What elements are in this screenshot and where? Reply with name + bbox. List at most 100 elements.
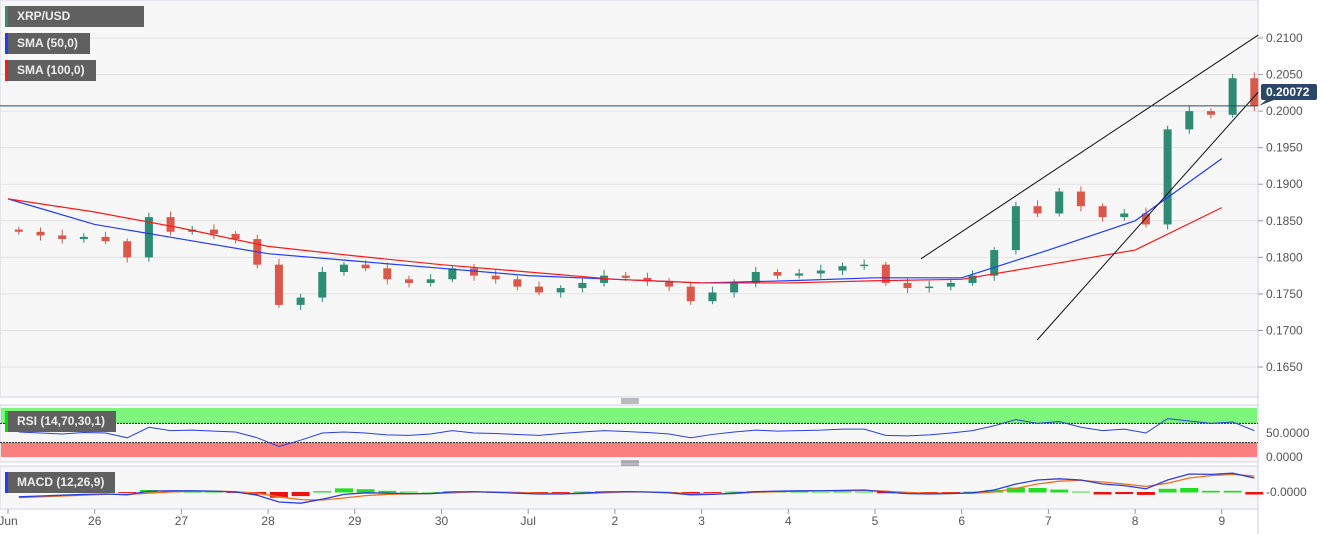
candle bbox=[470, 263, 479, 281]
candle-body bbox=[686, 286, 695, 302]
last-price-pointer bbox=[1259, 100, 1274, 106]
y-tick-label: 0.2050 bbox=[1266, 68, 1303, 82]
last-price-badge bbox=[1261, 84, 1317, 100]
macd-histogram-bar bbox=[833, 491, 852, 493]
sma50-label-text: SMA (50,0) bbox=[17, 36, 78, 50]
macd-histogram-bar bbox=[399, 491, 418, 493]
x-tick-label: 27 bbox=[175, 514, 189, 528]
y-tick-label: 0.1800 bbox=[1266, 250, 1303, 264]
rsi-tick-label: 50.0000 bbox=[1266, 426, 1310, 440]
macd-histogram-bar bbox=[118, 492, 137, 493]
candle-body bbox=[123, 241, 132, 258]
candle bbox=[686, 282, 695, 305]
candle-body bbox=[838, 266, 847, 271]
y-tick-label: 0.1750 bbox=[1266, 287, 1303, 301]
x-tick-label: 29 bbox=[348, 514, 362, 528]
candle-body bbox=[1033, 206, 1042, 214]
candle-body bbox=[58, 235, 67, 240]
price-pane bbox=[0, 0, 1259, 398]
candle-body bbox=[643, 277, 652, 281]
macd-histogram-bar bbox=[855, 491, 874, 493]
macd-histogram-bar bbox=[985, 490, 1004, 493]
sma50-label[interactable]: SMA (50,0) bbox=[5, 33, 90, 54]
candle bbox=[101, 231, 110, 245]
candle-body bbox=[361, 264, 370, 269]
candle-body bbox=[535, 286, 544, 293]
macd-histogram-bar bbox=[1006, 487, 1025, 493]
x-tick-label: 5 bbox=[872, 514, 879, 528]
candle bbox=[903, 278, 912, 294]
candle bbox=[36, 227, 45, 241]
candle-body bbox=[101, 236, 110, 242]
candle bbox=[1250, 72, 1259, 111]
candle-body bbox=[296, 297, 305, 305]
y-tick-label: 0.1900 bbox=[1266, 177, 1303, 191]
macd-histogram-bar bbox=[1245, 492, 1264, 495]
candle-body bbox=[1076, 191, 1085, 207]
sma100-line bbox=[7, 198, 1223, 284]
candle bbox=[925, 280, 934, 293]
rsi-line bbox=[18, 418, 1255, 447]
macd-histogram-bar bbox=[269, 492, 288, 498]
sma100-label[interactable]: SMA (100,0) bbox=[5, 60, 96, 81]
candle-body bbox=[1163, 129, 1172, 225]
pair-label[interactable]: XRP/USD (BITFINEX) bbox=[5, 6, 144, 44]
macd-histogram-bar bbox=[1180, 488, 1199, 493]
x-tick-label: 2 bbox=[612, 514, 619, 528]
macd-histogram-bar bbox=[1201, 490, 1220, 493]
y-tick-label: 0.1950 bbox=[1266, 141, 1303, 155]
candle bbox=[1228, 73, 1237, 118]
candle-body bbox=[925, 286, 934, 289]
candle-body bbox=[1228, 78, 1237, 115]
x-tick-label: 3 bbox=[698, 514, 705, 528]
macd-histogram-bar bbox=[551, 492, 570, 493]
y-tick-label: 0.1700 bbox=[1266, 323, 1303, 337]
candle-body bbox=[795, 273, 804, 276]
candle bbox=[795, 269, 804, 279]
x-tick-label: 7 bbox=[1045, 514, 1052, 528]
macd-histogram-bar bbox=[1071, 491, 1090, 493]
candle-body bbox=[209, 229, 218, 234]
candle bbox=[968, 270, 977, 286]
macd-histogram-bar bbox=[291, 492, 310, 497]
candle-body bbox=[816, 270, 825, 274]
x-tick-label: 9 bbox=[1218, 514, 1225, 528]
x-tick-label: 28 bbox=[261, 514, 275, 528]
candle bbox=[58, 229, 67, 244]
candle-body bbox=[470, 268, 479, 276]
candle bbox=[665, 277, 674, 291]
macd-pane bbox=[0, 465, 1259, 510]
y-tick-label: 0.1850 bbox=[1266, 214, 1303, 228]
candle bbox=[773, 269, 782, 280]
candle-body bbox=[79, 236, 88, 240]
candle-body bbox=[383, 268, 392, 280]
candle-body bbox=[14, 229, 23, 232]
candle bbox=[123, 238, 132, 263]
candle bbox=[946, 279, 955, 291]
candle bbox=[1206, 108, 1215, 119]
candle-body bbox=[1120, 213, 1129, 218]
candle bbox=[535, 281, 544, 296]
candle bbox=[166, 211, 175, 236]
candle-body bbox=[751, 271, 760, 283]
candle bbox=[144, 212, 153, 262]
candle-body bbox=[491, 275, 500, 280]
candle bbox=[1011, 201, 1020, 255]
candle-body bbox=[990, 250, 999, 276]
candle-body bbox=[1250, 78, 1259, 106]
macd-histogram-bar bbox=[356, 489, 375, 493]
candle-body bbox=[1011, 206, 1020, 251]
candle-body bbox=[730, 282, 739, 293]
macd-histogram-bar bbox=[725, 491, 744, 493]
trendline bbox=[920, 34, 1259, 260]
rsi-label[interactable]: RSI (14,70,30,1) bbox=[5, 411, 116, 432]
x-tick-label: 4 bbox=[785, 514, 792, 528]
candle bbox=[404, 275, 413, 288]
candle-body bbox=[448, 268, 457, 280]
macd-histogram-bar bbox=[811, 492, 830, 493]
candle bbox=[1185, 106, 1194, 134]
macd-label[interactable]: MACD (12,26,9) bbox=[5, 472, 115, 493]
macd-line bbox=[18, 472, 1255, 504]
macd-histogram-bar bbox=[1028, 488, 1047, 493]
